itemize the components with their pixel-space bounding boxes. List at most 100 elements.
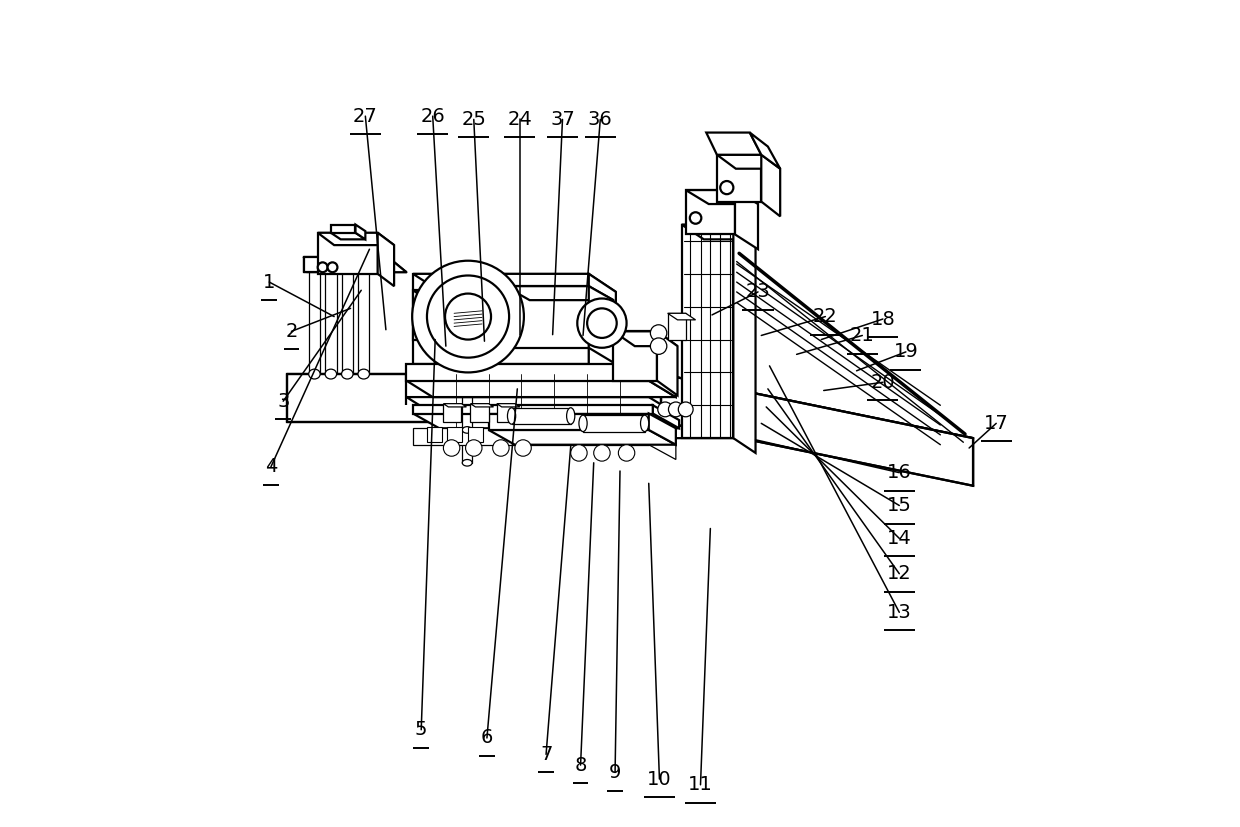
- Polygon shape: [649, 428, 676, 460]
- Circle shape: [657, 402, 672, 417]
- Polygon shape: [288, 374, 973, 438]
- Circle shape: [327, 262, 337, 272]
- Ellipse shape: [358, 369, 370, 379]
- Polygon shape: [444, 404, 461, 422]
- Polygon shape: [512, 408, 570, 424]
- Polygon shape: [682, 225, 755, 239]
- Text: 18: 18: [870, 309, 895, 328]
- Circle shape: [668, 402, 683, 417]
- Polygon shape: [489, 414, 649, 430]
- Text: 4: 4: [264, 457, 277, 476]
- Ellipse shape: [325, 369, 336, 379]
- Polygon shape: [448, 428, 463, 442]
- Text: 14: 14: [887, 528, 911, 547]
- Polygon shape: [413, 274, 589, 364]
- Text: 11: 11: [688, 775, 713, 794]
- Polygon shape: [413, 274, 616, 292]
- Polygon shape: [682, 225, 733, 438]
- Polygon shape: [444, 404, 466, 407]
- Polygon shape: [331, 232, 366, 239]
- Ellipse shape: [567, 408, 575, 424]
- Text: 1: 1: [263, 273, 275, 292]
- Circle shape: [412, 261, 523, 372]
- Circle shape: [594, 445, 610, 461]
- Ellipse shape: [641, 415, 649, 432]
- Circle shape: [678, 402, 693, 417]
- Text: 19: 19: [894, 342, 919, 361]
- Polygon shape: [652, 405, 680, 428]
- Circle shape: [619, 445, 635, 461]
- Circle shape: [515, 440, 531, 457]
- Text: 22: 22: [813, 307, 838, 326]
- Polygon shape: [304, 257, 388, 272]
- Circle shape: [465, 440, 482, 457]
- Text: 25: 25: [461, 110, 486, 129]
- Polygon shape: [717, 155, 780, 169]
- Polygon shape: [317, 232, 378, 274]
- Polygon shape: [288, 374, 661, 422]
- Text: 24: 24: [507, 110, 532, 129]
- Circle shape: [720, 181, 733, 194]
- Polygon shape: [407, 364, 649, 380]
- Polygon shape: [589, 286, 614, 362]
- Polygon shape: [304, 257, 407, 272]
- Ellipse shape: [341, 369, 353, 379]
- Text: 2: 2: [285, 322, 298, 341]
- Text: 15: 15: [887, 496, 911, 515]
- Polygon shape: [661, 374, 973, 485]
- Text: 37: 37: [551, 110, 575, 129]
- Polygon shape: [649, 414, 676, 445]
- Circle shape: [588, 308, 616, 338]
- Polygon shape: [331, 225, 356, 232]
- Circle shape: [427, 275, 510, 357]
- Text: 10: 10: [647, 770, 672, 788]
- Polygon shape: [444, 290, 456, 348]
- Ellipse shape: [463, 460, 472, 466]
- Polygon shape: [505, 286, 614, 300]
- Polygon shape: [583, 415, 645, 432]
- Polygon shape: [356, 225, 366, 239]
- Circle shape: [651, 338, 667, 354]
- Text: 36: 36: [588, 110, 613, 129]
- Text: 17: 17: [983, 414, 1008, 433]
- Text: 13: 13: [887, 603, 911, 622]
- Polygon shape: [427, 428, 441, 442]
- Circle shape: [317, 262, 327, 272]
- Polygon shape: [497, 404, 515, 422]
- Polygon shape: [407, 380, 676, 397]
- Polygon shape: [413, 290, 444, 340]
- Text: 3: 3: [277, 392, 289, 411]
- Polygon shape: [470, 404, 494, 407]
- Polygon shape: [735, 190, 758, 249]
- Text: 23: 23: [745, 283, 770, 301]
- Polygon shape: [413, 414, 680, 428]
- Polygon shape: [378, 232, 394, 286]
- Text: 26: 26: [420, 107, 445, 126]
- Polygon shape: [657, 332, 677, 395]
- Polygon shape: [667, 313, 686, 340]
- Circle shape: [492, 440, 510, 457]
- Polygon shape: [686, 190, 758, 204]
- Polygon shape: [505, 286, 589, 348]
- Polygon shape: [707, 132, 761, 155]
- Ellipse shape: [507, 408, 516, 424]
- Text: 27: 27: [353, 107, 378, 126]
- Polygon shape: [317, 232, 394, 245]
- Polygon shape: [489, 430, 676, 445]
- Polygon shape: [667, 313, 696, 320]
- Ellipse shape: [309, 369, 320, 379]
- Polygon shape: [614, 332, 657, 380]
- Text: 9: 9: [609, 763, 621, 782]
- Text: 12: 12: [887, 564, 911, 583]
- Text: 5: 5: [415, 720, 428, 739]
- Text: 20: 20: [870, 373, 895, 392]
- Polygon shape: [413, 428, 649, 445]
- Polygon shape: [413, 405, 652, 414]
- Polygon shape: [614, 332, 677, 347]
- Polygon shape: [717, 155, 761, 202]
- Polygon shape: [467, 428, 482, 442]
- Polygon shape: [407, 397, 676, 414]
- Circle shape: [689, 213, 702, 224]
- Polygon shape: [649, 364, 676, 397]
- Polygon shape: [470, 404, 489, 422]
